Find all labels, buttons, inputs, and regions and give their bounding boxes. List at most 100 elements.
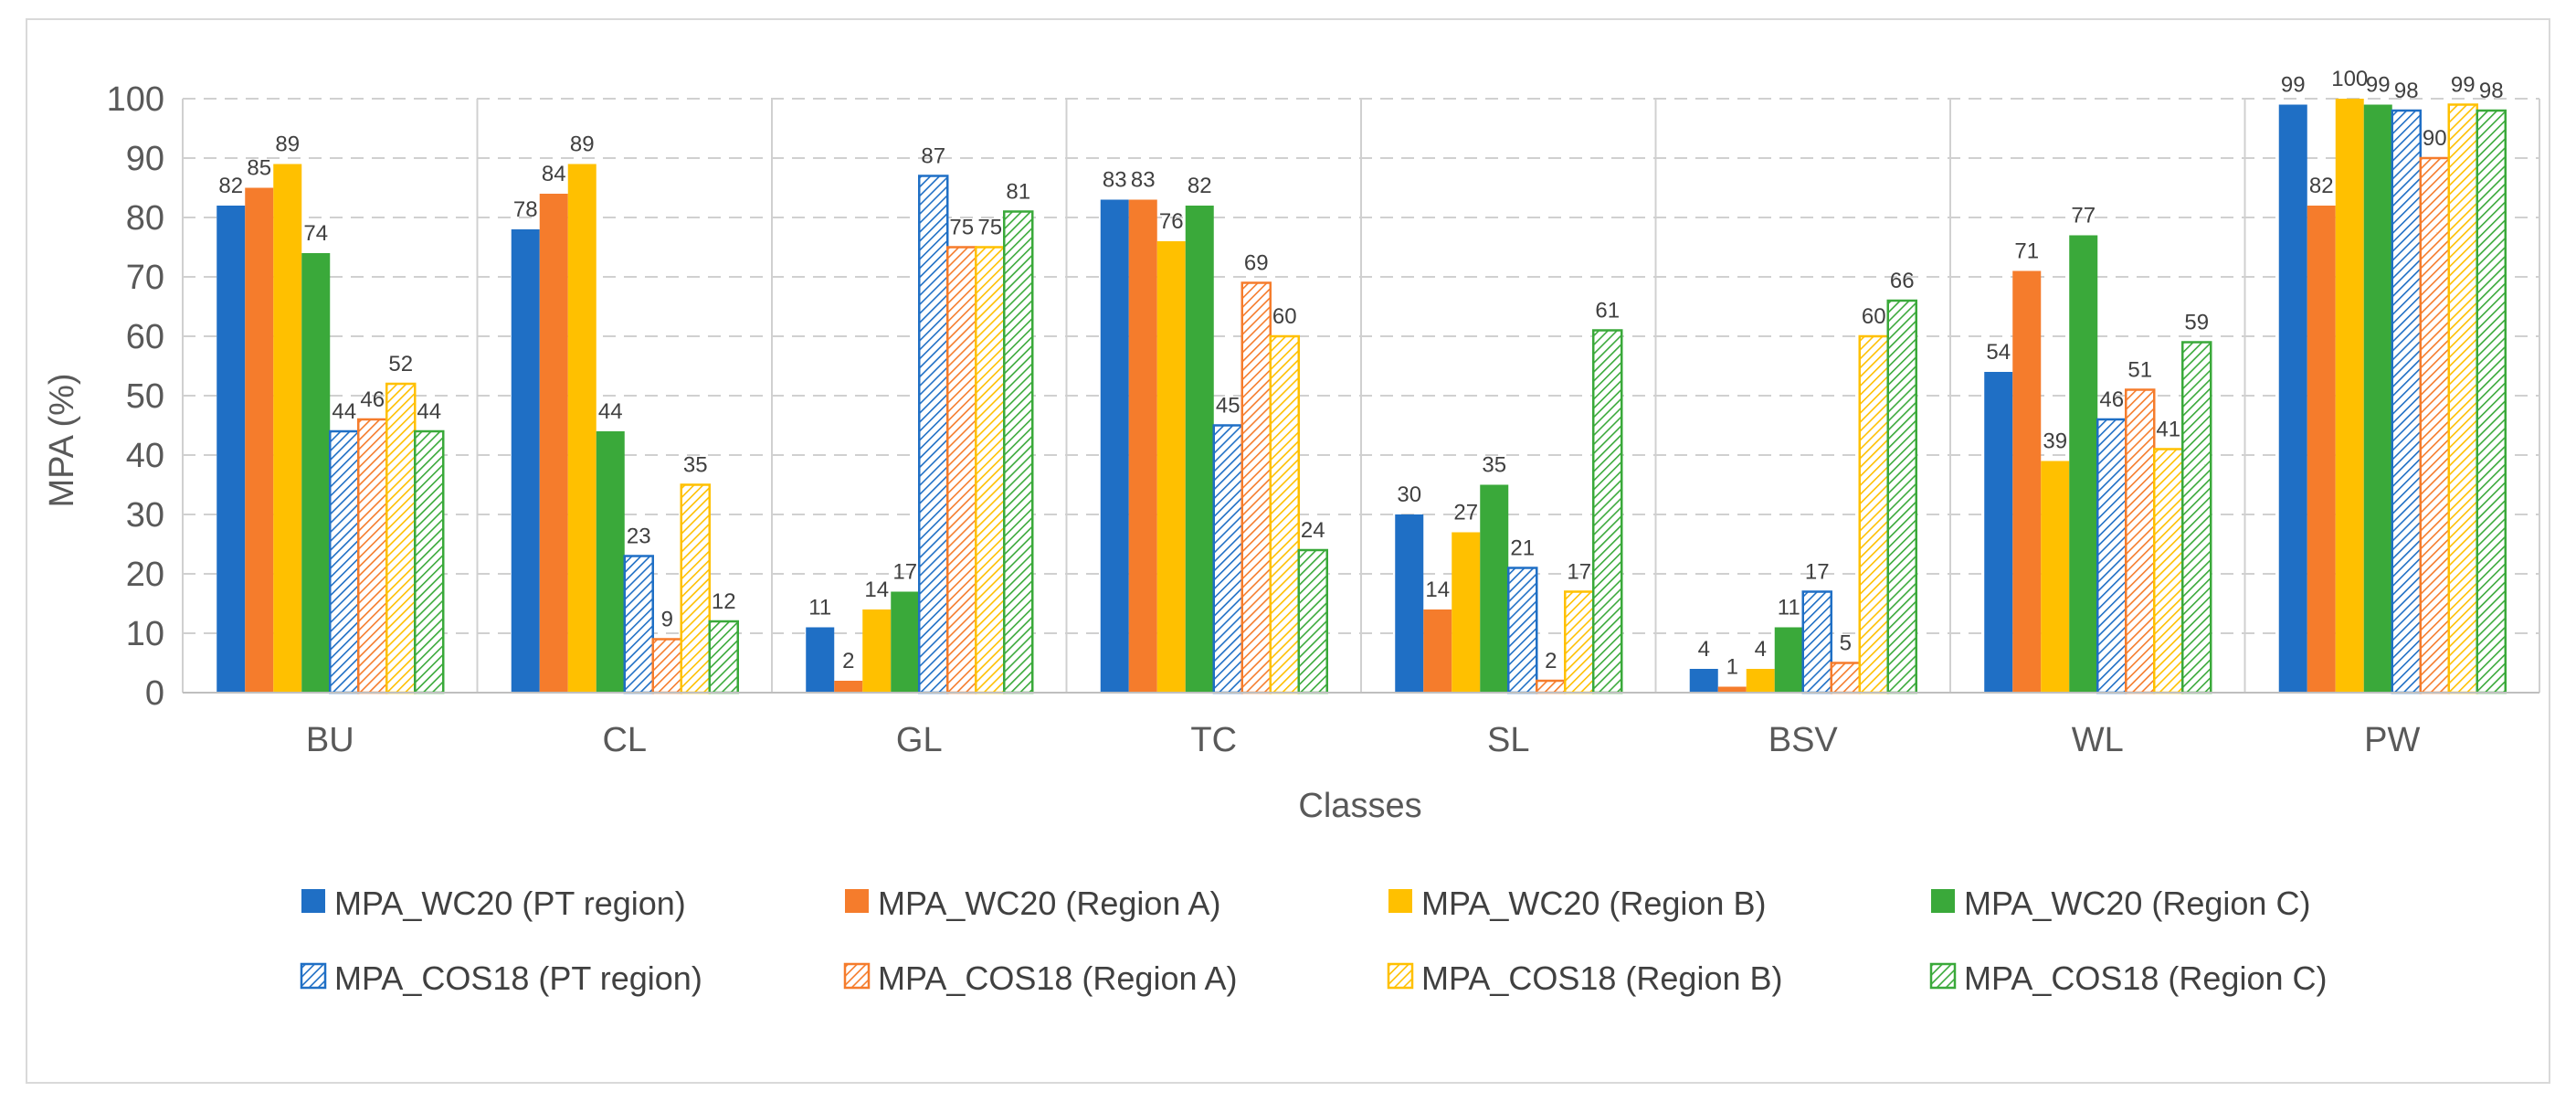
data-label: 75 (949, 216, 974, 240)
data-label: 82 (1188, 174, 1212, 198)
bar (1717, 686, 1747, 693)
bar (2335, 99, 2364, 693)
bar (2278, 104, 2307, 693)
data-label: 46 (360, 387, 385, 412)
legend-label: MPA_WC20 (Region B) (1421, 885, 1766, 922)
bar (301, 253, 331, 693)
bar (2012, 270, 2042, 693)
bar (1536, 679, 1567, 694)
y-tick-label: 70 (126, 259, 164, 297)
data-label: 90 (2423, 126, 2447, 151)
data-label: 59 (2184, 311, 2209, 335)
data-label: 85 (247, 156, 271, 181)
bar (834, 681, 863, 693)
legend-swatch (300, 962, 327, 990)
data-label: 11 (1778, 596, 1800, 620)
x-tick-label: TC (1190, 721, 1237, 759)
bar (2363, 104, 2392, 693)
data-label: 71 (2014, 239, 2039, 264)
data-label: 76 (1159, 209, 1184, 234)
y-tick-label: 80 (126, 199, 164, 238)
bar (567, 164, 596, 693)
legend-swatch (1929, 962, 1957, 990)
bar (216, 206, 246, 693)
bar (2069, 235, 2098, 693)
bar (1507, 567, 1538, 694)
data-label: 4 (1698, 637, 1710, 662)
data-label: 2 (1545, 649, 1557, 673)
data-label: 98 (2479, 79, 2504, 103)
data-label: 98 (2394, 79, 2419, 103)
bar (1297, 548, 1328, 694)
bar (1564, 590, 1595, 694)
bar (1100, 199, 1129, 693)
data-label: 99 (2281, 73, 2306, 98)
bar (1395, 514, 1424, 693)
data-label: 99 (2366, 73, 2391, 98)
data-label: 30 (1397, 482, 1421, 507)
legend-swatch (301, 889, 325, 913)
data-label: 24 (1301, 518, 1325, 543)
data-label: 100 (2331, 67, 2368, 91)
legend-swatch (1931, 889, 1955, 913)
bar (2181, 341, 2212, 694)
bar (862, 609, 892, 693)
data-label: 17 (1805, 560, 1830, 585)
bar (414, 429, 445, 694)
legend-swatch (1388, 889, 1412, 913)
data-label: 44 (332, 399, 356, 424)
y-tick-label: 100 (107, 80, 164, 119)
data-label: 44 (598, 399, 623, 424)
data-label: 83 (1103, 168, 1127, 193)
data-label: 77 (2071, 204, 2096, 228)
data-label: 46 (2099, 387, 2124, 412)
bar (511, 229, 540, 693)
data-label: 74 (303, 221, 328, 246)
y-tick-label: 20 (126, 556, 164, 594)
bar (2041, 461, 2070, 693)
data-label: 17 (892, 560, 917, 585)
data-label: 89 (275, 132, 300, 157)
bar (1240, 281, 1272, 694)
bar (1592, 329, 1623, 694)
bar (539, 194, 568, 693)
data-label: 82 (2309, 174, 2334, 198)
y-axis-title: MPA (%) (43, 373, 81, 507)
legend-label: MPA_WC20 (PT region) (334, 885, 686, 922)
legend-label: MPA_WC20 (Region C) (1964, 885, 2310, 922)
bar (245, 187, 274, 693)
bar (1746, 669, 1775, 693)
y-tick-label: 40 (126, 437, 164, 475)
bar (1801, 590, 1832, 694)
data-label: 35 (683, 453, 708, 478)
y-tick-label: 50 (126, 377, 164, 416)
bar (946, 246, 977, 694)
bar (623, 555, 654, 694)
chart-frame: 82 78 11 83 30 4 54 99 85 84 2 83 14 1 71 82 89 89 14 76 27 4… (26, 18, 2550, 1084)
y-tick-label: 90 (126, 140, 164, 178)
data-label: 14 (864, 577, 889, 602)
data-label: 60 (1272, 304, 1297, 329)
legend-label: MPA_COS18 (Region A) (878, 959, 1238, 997)
bar (1269, 334, 1300, 694)
data-label: 35 (1482, 453, 1506, 478)
x-tick-label: PW (2364, 721, 2420, 759)
legend-label: MPA_COS18 (Region C) (1964, 959, 2327, 997)
data-label: 99 (2451, 73, 2476, 98)
bar (1185, 206, 1214, 693)
bar (708, 620, 739, 694)
legend-swatch (1387, 962, 1414, 990)
data-label: 83 (1131, 168, 1156, 193)
data-label: 27 (1453, 501, 1478, 525)
data-label: 60 (1862, 304, 1886, 329)
bar (1423, 609, 1452, 693)
bar (2096, 418, 2127, 694)
legend-label: MPA_WC20 (Region A) (878, 885, 1220, 922)
data-label: 1 (1726, 655, 1738, 680)
data-label: 66 (1890, 269, 1915, 293)
bar (1128, 199, 1157, 693)
data-label: 44 (417, 399, 441, 424)
data-label: 54 (1986, 340, 2011, 365)
data-label: 89 (570, 132, 595, 157)
